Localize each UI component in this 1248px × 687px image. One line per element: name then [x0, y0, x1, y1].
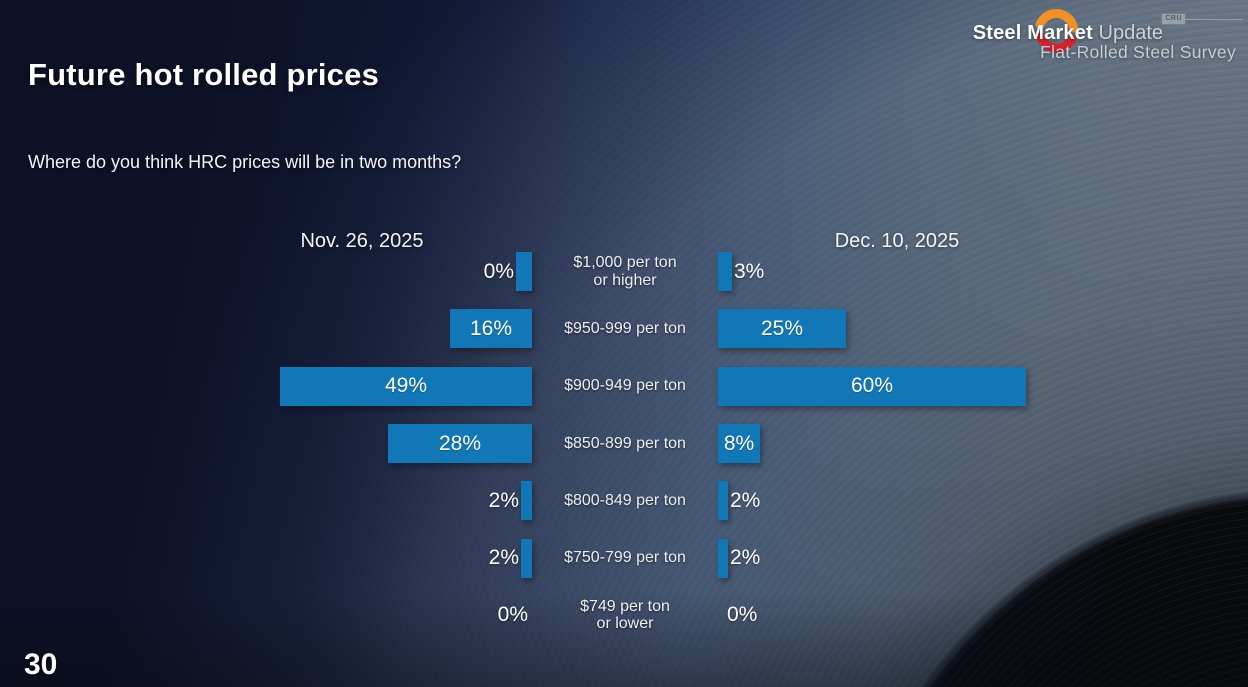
left-bar: 16% — [450, 309, 532, 349]
left-series-cell: 2% — [230, 538, 532, 578]
value-label: 2% — [730, 546, 761, 570]
right-column-header: Dec. 10, 2025 — [834, 230, 960, 252]
value-label: 60% — [850, 374, 894, 398]
right-series-cell: 2% — [718, 538, 1062, 578]
right-series-cell: 8% — [718, 424, 1062, 464]
right-bar: 25% — [718, 309, 846, 349]
chart-row: 16% $950-999 per ton 25% — [230, 300, 1062, 357]
value-label: 0% — [483, 259, 514, 283]
right-series-cell: 3% — [718, 252, 1062, 292]
left-series-cell: 16% — [230, 309, 532, 349]
value-label: 49% — [384, 374, 428, 398]
logo-subtitle: Flat-Rolled Steel Survey — [1040, 42, 1236, 62]
category-label: $850-899 per ton — [564, 434, 686, 452]
chart-row: 2% $800-849 per ton 2% — [230, 472, 1062, 529]
value-label: 3% — [734, 259, 765, 283]
category-label: $1,000 per ton or higher — [573, 253, 677, 289]
cru-badge: CRU — [1161, 13, 1186, 25]
survey-question: Where do you think HRC prices will be in… — [28, 152, 462, 172]
right-series-cell: 60% — [718, 366, 1062, 406]
left-series-cell: 49% — [230, 366, 532, 406]
category-label: $900-949 per ton — [564, 377, 686, 395]
logo-brand-bold: Steel Market — [972, 22, 1093, 44]
value-label: 2% — [488, 546, 519, 570]
right-series-cell: 0% — [718, 603, 1062, 627]
value-label: 16% — [469, 316, 513, 340]
left-series-cell: 0% — [230, 603, 532, 627]
logo-rule-line — [1186, 19, 1242, 20]
left-bar — [516, 252, 532, 292]
left-bar — [521, 538, 532, 578]
value-label: 2% — [730, 488, 761, 512]
smu-logo: Steel Market Update CRU Flat-Rolled Stee… — [973, 8, 1242, 64]
left-bar: 28% — [388, 424, 532, 464]
value-label: 0% — [497, 603, 528, 627]
chart-row: 2% $750-799 per ton 2% — [230, 529, 1062, 586]
page-number: 30 — [24, 648, 58, 681]
value-label: 0% — [727, 603, 758, 627]
left-column-header: Nov. 26, 2025 — [300, 230, 424, 252]
right-bar — [718, 538, 728, 578]
logo-brand-light: Update — [1098, 22, 1164, 44]
right-series-cell: 25% — [718, 309, 1062, 349]
right-bar — [718, 481, 728, 521]
category-label: $749 per ton or lower — [580, 597, 670, 633]
page-title: Future hot rolled prices — [28, 57, 380, 92]
smu-swoosh-icon — [1035, 9, 1078, 53]
left-series-cell: 2% — [230, 481, 532, 521]
chart-row: 0% $749 per ton or lower 0% — [230, 587, 1062, 644]
category-label: $750-799 per ton — [564, 549, 686, 567]
left-bar: 49% — [280, 366, 532, 406]
chart-row: 49% $900-949 per ton 60% — [230, 358, 1062, 415]
left-series-cell: 28% — [230, 424, 532, 464]
right-bar: 8% — [718, 424, 760, 464]
logo-brand-text: Steel Market Update — [973, 22, 1163, 45]
right-bar: 60% — [718, 366, 1026, 406]
category-label: $800-849 per ton — [564, 491, 686, 509]
category-label: $950-999 per ton — [564, 319, 686, 337]
left-series-cell: 0% — [230, 252, 532, 292]
right-series-cell: 2% — [718, 481, 1062, 521]
right-bar — [718, 252, 732, 292]
value-label: 2% — [488, 488, 519, 512]
left-bar — [521, 481, 532, 521]
value-label: 25% — [760, 316, 804, 340]
butterfly-chart: 0% $1,000 per ton or higher 3% 16% $950-999 … — [230, 243, 1062, 644]
chart-row: 0% $1,000 per ton or higher 3% — [230, 243, 1062, 300]
value-label: 28% — [438, 431, 482, 455]
chart-row: 28% $850-899 per ton 8% — [230, 415, 1062, 472]
value-label: 8% — [723, 431, 755, 455]
